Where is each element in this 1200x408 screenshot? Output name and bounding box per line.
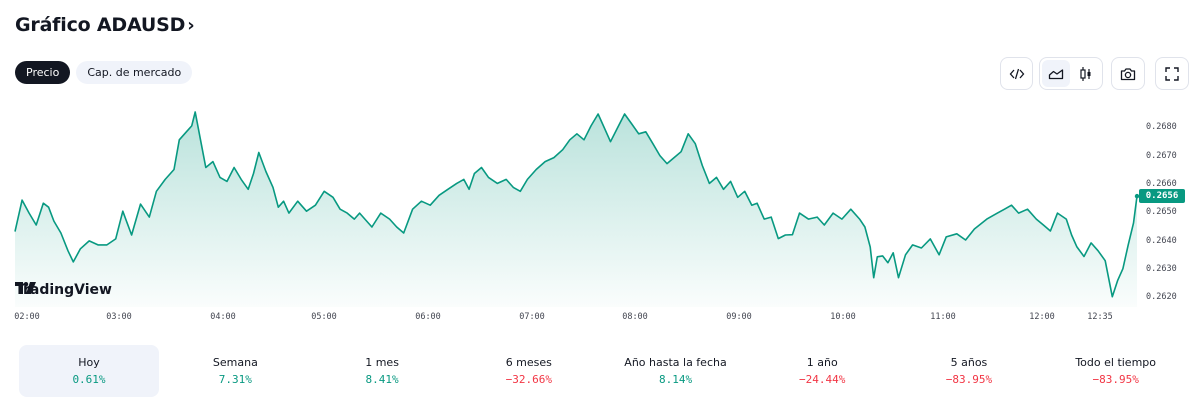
y-tick: 0.2630 [1146,264,1177,274]
x-tick: 05:00 [311,312,337,322]
y-tick: 0.2680 [1146,122,1177,132]
snapshot-button[interactable] [1111,57,1145,90]
period-week[interactable]: Semana 7.31% [162,345,309,397]
x-tick: 06:00 [415,312,441,322]
period-1-year[interactable]: 1 año −24.44% [749,345,896,397]
performance-periods: Hoy 0.61% Semana 7.31% 1 mes 8.41% 6 mes… [19,345,1189,397]
x-tick: 11:00 [930,312,956,322]
x-tick: 07:00 [519,312,545,322]
chart-type-toggle [1039,57,1103,90]
y-tick: 0.2660 [1146,179,1177,189]
price-area-plot[interactable] [0,95,1200,335]
y-tick: 0.2650 [1146,207,1177,217]
tradingview-logo-icon [15,282,36,294]
x-tick: 03:00 [106,312,132,322]
last-price-dot [1134,193,1140,199]
title-text: Gráfico ADAUSD [15,14,186,36]
last-price-label: 0.2656 [1139,189,1185,203]
period-change: 7.31% [218,373,252,386]
area-chart-button[interactable] [1042,60,1070,87]
period-label: Hoy [78,356,100,369]
period-label: Semana [212,356,258,369]
tradingview-logo-text: TradingView [15,282,112,298]
period-5-years[interactable]: 5 años −83.95% [896,345,1043,397]
period-label: Año hasta la fecha [624,356,727,369]
area-chart-icon [1048,68,1064,79]
chart-mode-tabs: Precio Cap. de mercado [15,61,193,84]
x-tick: 10:00 [830,312,856,322]
code-icon [1009,68,1024,79]
candlestick-icon [1080,66,1091,81]
x-tick: 09:00 [726,312,752,322]
embed-button[interactable] [1000,57,1033,90]
price-chart[interactable]: 0.2680 0.2670 0.2660 0.2650 0.2640 0.263… [0,95,1200,335]
tab-market-cap[interactable]: Cap. de mercado [76,61,193,84]
y-tick: 0.2640 [1146,236,1177,246]
period-change: −24.44% [799,373,846,386]
period-1-month[interactable]: 1 mes 8.41% [309,345,456,397]
chevron-right-icon: › [187,14,195,36]
x-tick: 08:00 [622,312,648,322]
tradingview-logo[interactable]: TradingView [15,282,112,298]
period-all-time[interactable]: Todo el tiempo −83.95% [1042,345,1189,397]
x-tick: 04:00 [210,312,236,322]
tab-price[interactable]: Precio [15,61,71,84]
period-label: 6 meses [505,356,552,369]
price-line [14,111,1138,298]
candlestick-chart-button[interactable] [1072,60,1100,87]
period-today[interactable]: Hoy 0.61% [19,345,159,397]
period-change: −32.66% [505,373,552,386]
x-tick: 02:00 [14,312,40,322]
price-area-fill [15,112,1137,307]
period-change: 8.41% [365,373,399,386]
period-label: 1 año [806,356,838,369]
y-tick: 0.2620 [1146,292,1177,302]
fullscreen-button[interactable] [1155,57,1189,90]
period-ytd[interactable]: Año hasta la fecha 8.14% [602,345,749,397]
period-change: 8.14% [658,373,693,386]
fullscreen-icon [1165,66,1179,81]
period-change: −83.95% [1092,373,1139,386]
page-title[interactable]: Gráfico ADAUSD › [15,14,195,36]
x-tick: 12:35 [1087,312,1113,322]
camera-icon [1120,67,1136,80]
period-label: Todo el tiempo [1075,356,1157,369]
x-tick: 12:00 [1029,312,1055,322]
period-change: −83.95% [945,373,993,386]
period-6-months[interactable]: 6 meses −32.66% [455,345,602,397]
y-tick: 0.2670 [1146,151,1177,161]
period-label: 5 años [950,356,988,369]
period-label: 1 mes [365,356,399,369]
period-change: 0.61% [72,373,106,386]
